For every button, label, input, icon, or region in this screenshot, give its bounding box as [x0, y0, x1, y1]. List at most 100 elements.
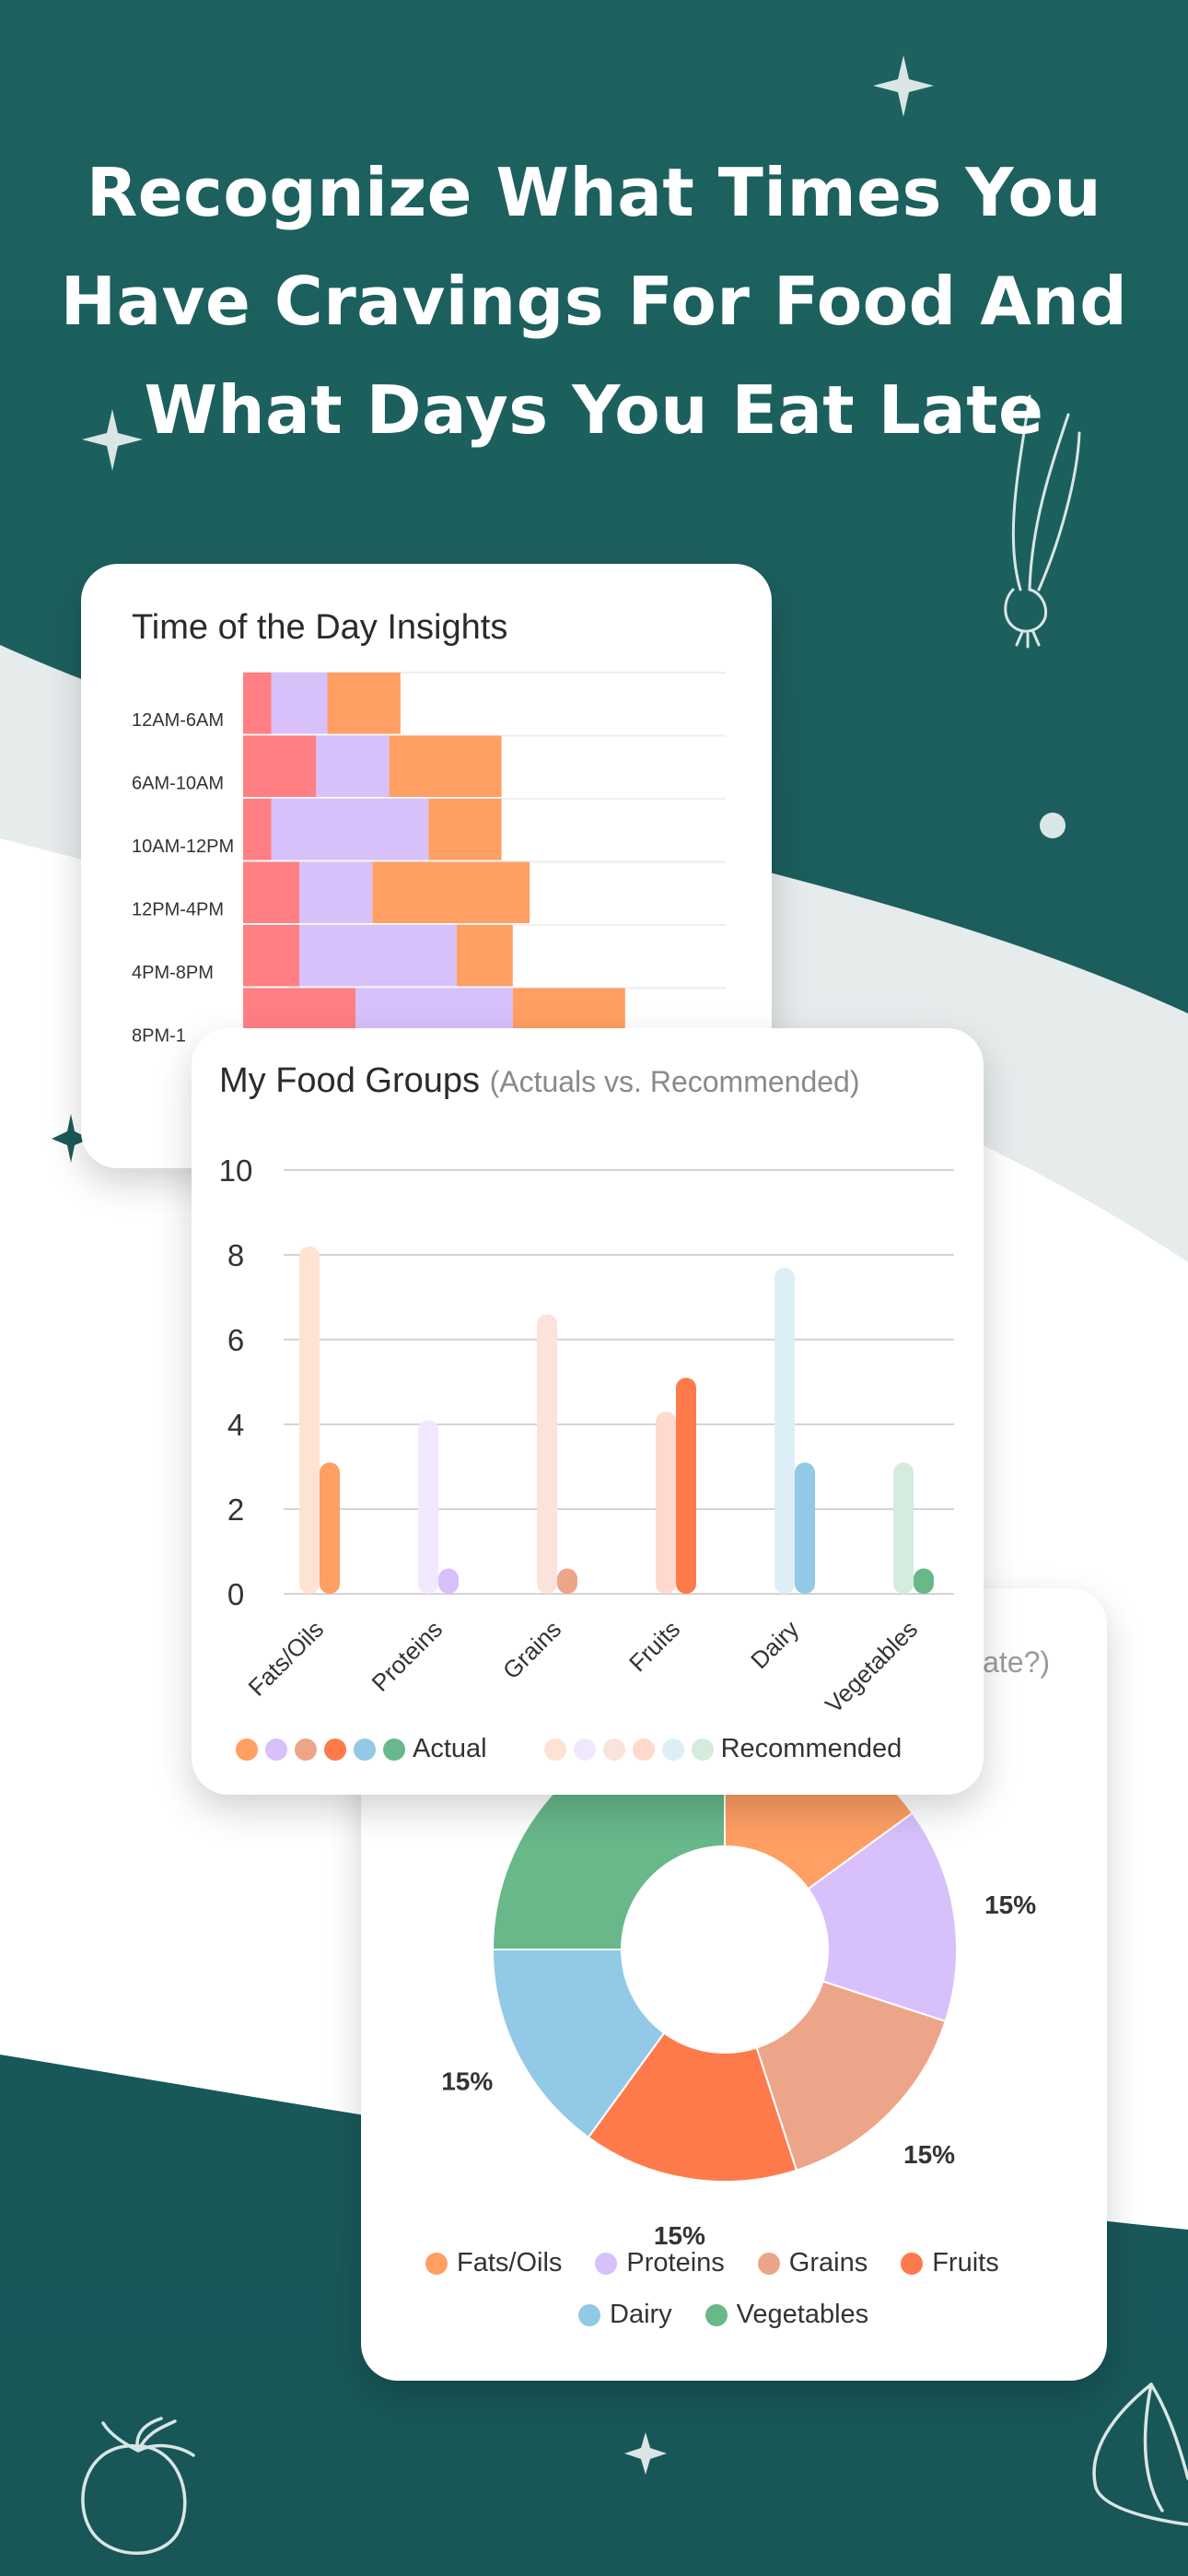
y-tick-label: 0: [227, 1577, 244, 1611]
bar-segment: [299, 925, 457, 987]
bar-actual: [557, 1568, 577, 1594]
legend-dot: [236, 1738, 258, 1761]
food-groups-bar-chart: 0 2 4 6 8 10 Fats/Oils Proteins Grains Fruits Dair…: [219, 1153, 954, 1718]
legend-item-grains: Grains: [757, 2248, 868, 2278]
legend-dot: [383, 1738, 405, 1761]
y-tick-label: 2: [227, 1493, 244, 1527]
legend-label: Proteins: [626, 2248, 725, 2277]
sparkle-icon: [873, 55, 934, 117]
legend-label: Dairy: [610, 2300, 672, 2329]
y-tick-label: 4: [227, 1408, 244, 1442]
sparkle-icon: [624, 2432, 667, 2475]
bar-recommended: [775, 1267, 795, 1594]
food-card-title-main: My Food Groups: [219, 1061, 480, 1100]
legend-recommended-label: Recommended: [720, 1734, 903, 1763]
x-tick-label: Vegetables: [820, 1615, 923, 1718]
legend-label: Fats/Oils: [457, 2248, 563, 2277]
bar-segment: [243, 925, 299, 987]
bar-segment: [428, 799, 502, 861]
food-legend: Actual Recommended: [236, 1734, 902, 1764]
legend-item-fruits: Fruits: [901, 2248, 999, 2278]
x-tick-label: Grains: [497, 1615, 566, 1684]
category-label: 4PM-8PM: [132, 963, 214, 983]
legend-dot: [632, 1738, 655, 1761]
x-tick-label: Fruits: [623, 1615, 685, 1677]
headline-line-1: Recognize What Times You: [86, 154, 1102, 231]
legend-label: Fruits: [932, 2248, 999, 2277]
donut-slice: [587, 2032, 798, 2183]
sparkle-icon: [82, 409, 143, 471]
tomato-doodle-icon: [81, 2417, 195, 2555]
legend-label: Vegetables: [736, 2300, 869, 2329]
bar-actual: [914, 1568, 934, 1594]
legend-actual-label: Actual: [413, 1734, 487, 1763]
legend-item-dairy: Dairy: [578, 2300, 672, 2330]
category-label: 12AM-6AM: [132, 710, 224, 731]
legend-dot: [324, 1738, 346, 1761]
bar-segment: [271, 799, 429, 861]
bar-segment: [372, 861, 530, 923]
food-groups-card: My Food Groups (Actuals vs. Recommended)…: [192, 1028, 984, 1795]
y-tick-label: 8: [227, 1238, 244, 1272]
dot-decoration: [1040, 813, 1066, 838]
bar-segment: [243, 799, 272, 861]
bar-segment: [243, 861, 299, 923]
bar-actual: [438, 1568, 459, 1594]
legend-item-fats-oils: Fats/Oils: [425, 2248, 562, 2278]
slice-value-label: 15%: [441, 2067, 493, 2096]
legend-dot: [595, 2252, 618, 2275]
headline-line-3: What Days You Eat Late: [144, 371, 1044, 449]
bar-segment: [456, 925, 513, 987]
y-tick-label: 10: [219, 1153, 253, 1188]
bar-actual: [676, 1377, 696, 1594]
pie-card-partial-title: late?): [976, 1645, 1051, 1679]
slice-value-label: 15%: [654, 2221, 705, 2250]
bar-segment: [316, 735, 390, 797]
slice-value-label: 15%: [984, 1891, 1036, 1919]
bar-segment: [243, 673, 272, 734]
bar-segment: [389, 735, 502, 797]
pie-legend-row-1: Fats/Oils Proteins Grains Fruits: [425, 2248, 999, 2278]
bar-actual: [320, 1462, 340, 1594]
bar-actual: [795, 1462, 815, 1594]
bar-recommended: [299, 1246, 320, 1594]
legend-dot: [354, 1738, 376, 1761]
category-label: 8PM-1: [132, 1026, 186, 1047]
sparkle-icon: [52, 1114, 90, 1163]
donut-slice: [755, 1980, 947, 2172]
headline: Recognize What Times You Have Cravings F…: [37, 138, 1151, 464]
legend-item-vegetables: Vegetables: [705, 2300, 869, 2330]
legend-dot: [573, 1738, 596, 1761]
legend-item-proteins: Proteins: [595, 2248, 725, 2278]
bar-recommended: [656, 1411, 676, 1594]
legend-dot: [543, 1738, 566, 1761]
x-tick-label: Dairy: [745, 1615, 804, 1674]
legend-dot: [705, 2303, 728, 2326]
pie-legend-row-2: Dairy Vegetables: [578, 2300, 868, 2330]
legend-dot: [661, 1738, 684, 1761]
onion-doodle-icon: [1004, 394, 1081, 649]
headline-line-2: Have Cravings For Food And: [60, 263, 1128, 340]
legend-label: Grains: [788, 2248, 868, 2277]
bar-recommended: [418, 1420, 438, 1594]
category-label: 10AM-12PM: [132, 837, 234, 857]
time-card-title: Time of the Day Insights: [132, 608, 508, 647]
food-card-title: My Food Groups (Actuals vs. Recommended): [219, 1061, 859, 1101]
legend-dot: [425, 2252, 448, 2275]
bar-recommended: [537, 1314, 557, 1594]
category-label: 12PM-4PM: [132, 900, 224, 920]
legend-dot: [901, 2252, 924, 2275]
x-tick-label: Fats/Oils: [242, 1615, 329, 1702]
legend-dot: [602, 1738, 625, 1761]
food-card-subtitle: (Actuals vs. Recommended): [489, 1065, 860, 1098]
bar-recommended: [893, 1462, 914, 1594]
donut-slice: [807, 1811, 958, 2023]
food-groups-pie-card: late?) 15% 15% 15% 15% Fats/Oils Proteins G…: [361, 1588, 1107, 2381]
legend-dot: [578, 2303, 600, 2326]
bar-segment: [299, 861, 373, 923]
legend-recommended-dots: [543, 1738, 721, 1761]
bar-segment: [243, 735, 317, 797]
legend-dot: [691, 1738, 714, 1761]
bar-segment: [327, 673, 401, 734]
slice-value-label: 15%: [903, 2140, 955, 2169]
